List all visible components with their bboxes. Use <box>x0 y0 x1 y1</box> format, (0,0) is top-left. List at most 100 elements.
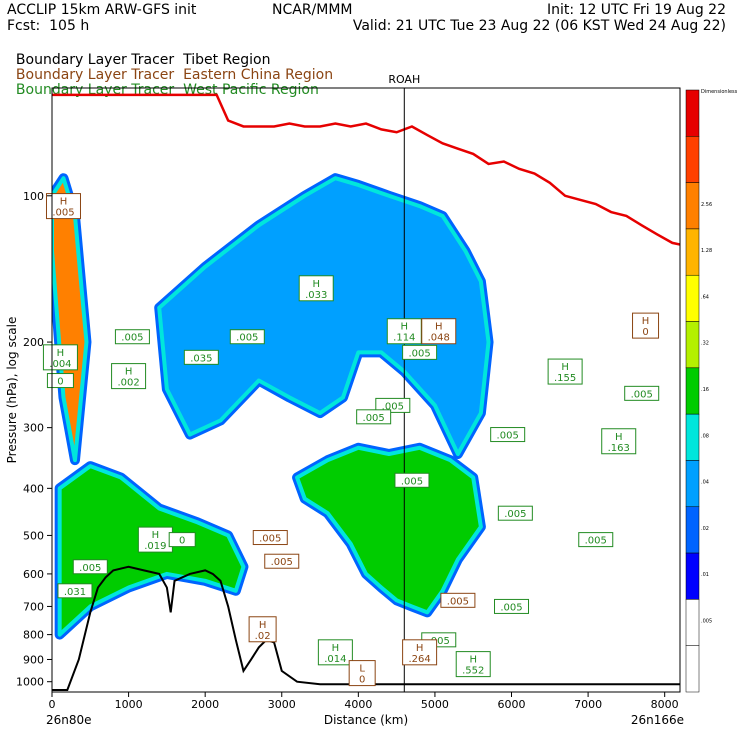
extremum-label: .005 <box>624 385 660 401</box>
plot-frame <box>51 87 681 693</box>
y-tick-label: 700 <box>23 600 44 613</box>
extremum-box <box>455 651 491 678</box>
extremum-label: .005 <box>490 427 526 443</box>
y-tick-label: 1000 <box>16 676 44 689</box>
extremum-value: .005 <box>363 413 385 424</box>
extremum-label: H.114 <box>386 318 422 345</box>
extremum-value: .005 <box>408 348 430 359</box>
extremum-label: H.264 <box>402 639 438 666</box>
y-tick-label: 400 <box>23 482 44 495</box>
extremum-value: .005 <box>631 389 653 400</box>
extremum-type: H <box>469 655 477 666</box>
legend-eastern-china: Boundary Layer Tracer Eastern China Regi… <box>7 51 333 83</box>
extremum-value: .005 <box>401 476 423 487</box>
colorbar-label: .01 <box>701 572 709 578</box>
colorbar-label: .04 <box>701 480 709 486</box>
extremum-value: .005 <box>52 208 74 219</box>
extremum-value: .005 <box>500 602 522 613</box>
extremum-value: .005 <box>585 536 607 547</box>
extremum-box <box>578 532 614 548</box>
extremum-box <box>42 344 78 371</box>
extremum-value: .005 <box>382 401 404 412</box>
extremum-type: H <box>57 348 65 359</box>
colorbar-label: .16 <box>701 387 709 393</box>
extremum-value: .014 <box>324 654 346 665</box>
extremum-box <box>348 660 376 687</box>
x-tick-label: 8000 <box>651 698 679 711</box>
colorbar-label: .32 <box>701 341 709 347</box>
extremum-label: .005 <box>394 472 430 488</box>
colorbar-label: .005 <box>701 619 712 625</box>
colorbar-label: 2.56 <box>701 202 712 208</box>
colorbar-swatch <box>685 321 700 369</box>
extremum-type: H <box>401 322 409 333</box>
extremum-value: .004 <box>49 359 71 370</box>
extremum-label: .005 <box>578 532 614 548</box>
left-endpoint-label: 26n80e <box>46 713 92 727</box>
tropopause-line <box>52 93 680 246</box>
colorbar-label: .02 <box>701 526 709 532</box>
extremum-box <box>494 598 530 614</box>
extremum-box <box>632 312 660 339</box>
colorbar-label: .64 <box>701 294 709 300</box>
extremum-box <box>298 275 334 302</box>
y-tick-label: 800 <box>23 629 44 642</box>
extremum-box <box>114 329 150 345</box>
x-tick-label: 0 <box>49 698 56 711</box>
extremum-box <box>137 526 173 553</box>
y-tick-label: 100 <box>23 190 44 203</box>
extremum-box <box>375 397 411 413</box>
extremum-type: H <box>332 643 340 654</box>
extremum-label: H.552 <box>455 651 491 678</box>
extremum-value: .031 <box>64 587 86 598</box>
extremum-value: .005 <box>259 534 281 545</box>
extremum-value: .033 <box>305 290 327 301</box>
extremum-box <box>264 553 300 569</box>
x-tick-label: 2000 <box>191 698 219 711</box>
extremum-label: H.002 <box>111 363 147 390</box>
extremum-value: .114 <box>393 333 415 344</box>
extremum-label: .005 <box>356 409 392 425</box>
x-tick-label: 1000 <box>115 698 143 711</box>
extremum-box <box>601 428 637 455</box>
legend-eastern-china-region: Eastern China Region <box>183 67 334 83</box>
extremum-value: .155 <box>554 373 576 384</box>
terrain-line <box>52 565 680 691</box>
extremum-label: .005 <box>114 329 150 345</box>
extremum-label: H.163 <box>601 428 637 455</box>
extremum-box <box>252 530 288 546</box>
extremum-box <box>72 559 108 575</box>
extremum-type: H <box>642 316 650 327</box>
extremum-value: .005 <box>271 557 293 568</box>
colorbar-swatch <box>685 645 700 693</box>
colorbar-swatch <box>685 599 700 646</box>
extremum-label: H.033 <box>298 275 334 302</box>
extremum-value: .163 <box>608 443 630 454</box>
extremum-box <box>490 427 526 443</box>
legend-eastern-china-prefix: Boundary Layer Tracer <box>15 67 175 83</box>
extremum-box <box>317 639 353 666</box>
extremum-value: .048 <box>428 333 450 344</box>
colorbar-swatch <box>685 367 700 415</box>
y-tick-label: 900 <box>23 653 44 666</box>
extremum-label: .005 <box>402 344 438 360</box>
extremum-value: .019 <box>144 541 166 552</box>
extremum-label: H.014 <box>317 639 353 666</box>
extremum-value: .02 <box>255 631 271 642</box>
extremum-label: .005 <box>252 530 288 546</box>
extremum-box <box>624 385 660 401</box>
colorbar-swatch <box>685 274 700 322</box>
y-tick-label: 200 <box>23 336 44 349</box>
extremum-box <box>421 318 457 345</box>
extremum-type: H <box>615 432 623 443</box>
extremum-box <box>547 358 583 385</box>
extremum-box <box>402 344 438 360</box>
colorbar-swatch <box>685 89 700 137</box>
run-title: ACCLIP 15km ARW-GFS init <box>7 2 197 18</box>
extremum-label: H.019 <box>137 526 173 553</box>
extremum-box <box>46 373 74 389</box>
colorbar-swatch <box>685 182 700 230</box>
extremum-label: L0 <box>348 660 376 687</box>
colorbar-label: Dimensionless <box>701 89 738 95</box>
